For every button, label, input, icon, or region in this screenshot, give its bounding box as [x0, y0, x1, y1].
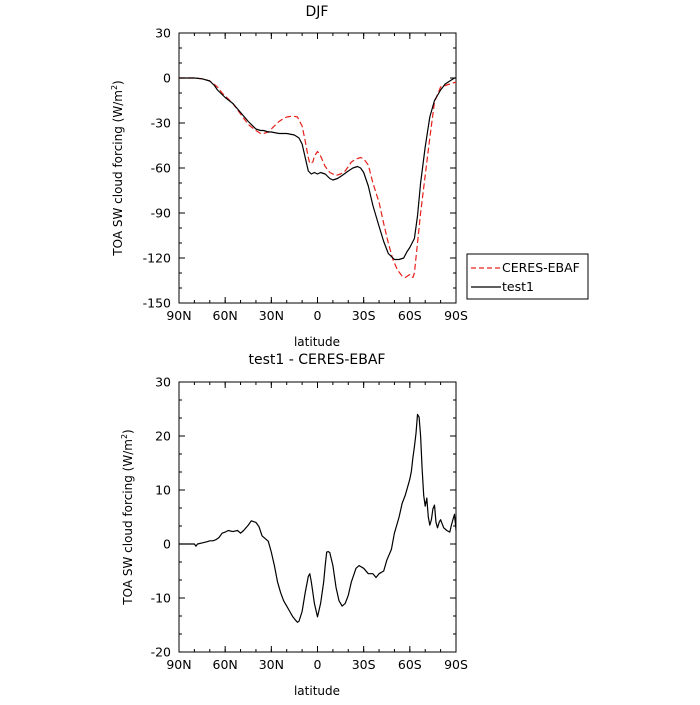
series-line-ceres-ebaf: [179, 77, 456, 279]
top-xtick-label: 90S: [444, 308, 468, 323]
top-legend: CERES-EBAF test1: [466, 253, 589, 300]
top-xtick-label: 0: [314, 308, 322, 323]
bottom-xtick-label: 90N: [166, 657, 191, 672]
top-ytick-label: 0: [163, 71, 171, 86]
bottom-y-axis-label-main: TOA SW cloud forcing (W/m: [121, 439, 135, 606]
top-xtick-label: 30N: [259, 308, 284, 323]
bottom-y-axis-label: TOA SW cloud forcing (W/m2): [120, 429, 135, 605]
top-ytick-label: 30: [155, 26, 171, 41]
top-ytick-label: -150: [143, 296, 171, 311]
top-y-axis-label-end: ): [111, 80, 125, 85]
top-ytick-label: -120: [143, 251, 171, 266]
top-legend-box: [466, 253, 589, 300]
bottom-chart-title: test1 - CERES-EBAF: [249, 352, 386, 368]
bottom-ytick-label: 0: [163, 537, 171, 552]
top-chart-title: DJF: [306, 4, 329, 20]
top-xtick-label: 30S: [352, 308, 376, 323]
top-ytick-label: -90: [151, 206, 171, 221]
bottom-ytick-label: -20: [151, 645, 171, 660]
top-xtick-label: 60S: [398, 308, 422, 323]
bottom-x-axis-label: latitude: [294, 684, 340, 698]
bottom-xtick-label: 30N: [259, 657, 284, 672]
series-line-test1: [179, 77, 456, 261]
top-x-axis-label: latitude: [294, 335, 340, 349]
top-y-axis-label-sup: 2: [110, 85, 119, 90]
bottom-xtick-label: 60N: [213, 657, 238, 672]
bottom-y-axis-label-end: ): [121, 429, 135, 434]
bottom-chart-panel: test1 - CERES-EBAF 90N 60N 30N 0 30S 60S 90S 3…: [120, 352, 468, 698]
top-y-axis-label: TOA SW cloud forcing (W/m2): [110, 80, 125, 256]
top-ytick-label: -60: [151, 161, 171, 176]
bottom-xtick-label: 0: [314, 657, 322, 672]
bottom-ytick-label: 30: [155, 375, 171, 390]
bottom-xtick-label: 90S: [444, 657, 468, 672]
top-xtick-label: 90N: [166, 308, 191, 323]
legend-label-ceres: CERES-EBAF: [502, 260, 580, 275]
top-plot-frame: [178, 32, 457, 304]
bottom-ytick-label: 10: [155, 483, 171, 498]
top-x-ticks: 90N 60N 30N 0 30S 60S 90S: [166, 33, 468, 323]
top-y-ticks: 30 0 -30 -60 -90 -120 -150: [143, 26, 456, 311]
bottom-ytick-label: -10: [151, 591, 171, 606]
bottom-xtick-label: 30S: [352, 657, 376, 672]
series-line-test1-ceres-ebaf: [179, 413, 457, 623]
bottom-series-lines: [179, 413, 457, 623]
top-ytick-label: -30: [151, 116, 171, 131]
bottom-x-ticks: 90N 60N 30N 0 30S 60S 90S: [166, 382, 468, 672]
top-series-lines: [179, 77, 456, 279]
legend-label-test1: test1: [502, 279, 534, 294]
bottom-y-ticks: 30 20 10 0 -10 -20: [151, 375, 456, 660]
top-xtick-label: 60N: [213, 308, 238, 323]
bottom-ytick-label: 20: [155, 429, 171, 444]
bottom-xtick-label: 60S: [398, 657, 422, 672]
top-chart-panel: DJF 90N 60N 30N 0 30S 60S 90S 30 0 -30 -60 -90 -120…: [110, 4, 589, 349]
top-y-axis-label-main: TOA SW cloud forcing (W/m: [111, 90, 125, 257]
bottom-plot-frame: [178, 381, 457, 653]
bottom-y-axis-label-sup: 2: [120, 434, 129, 439]
